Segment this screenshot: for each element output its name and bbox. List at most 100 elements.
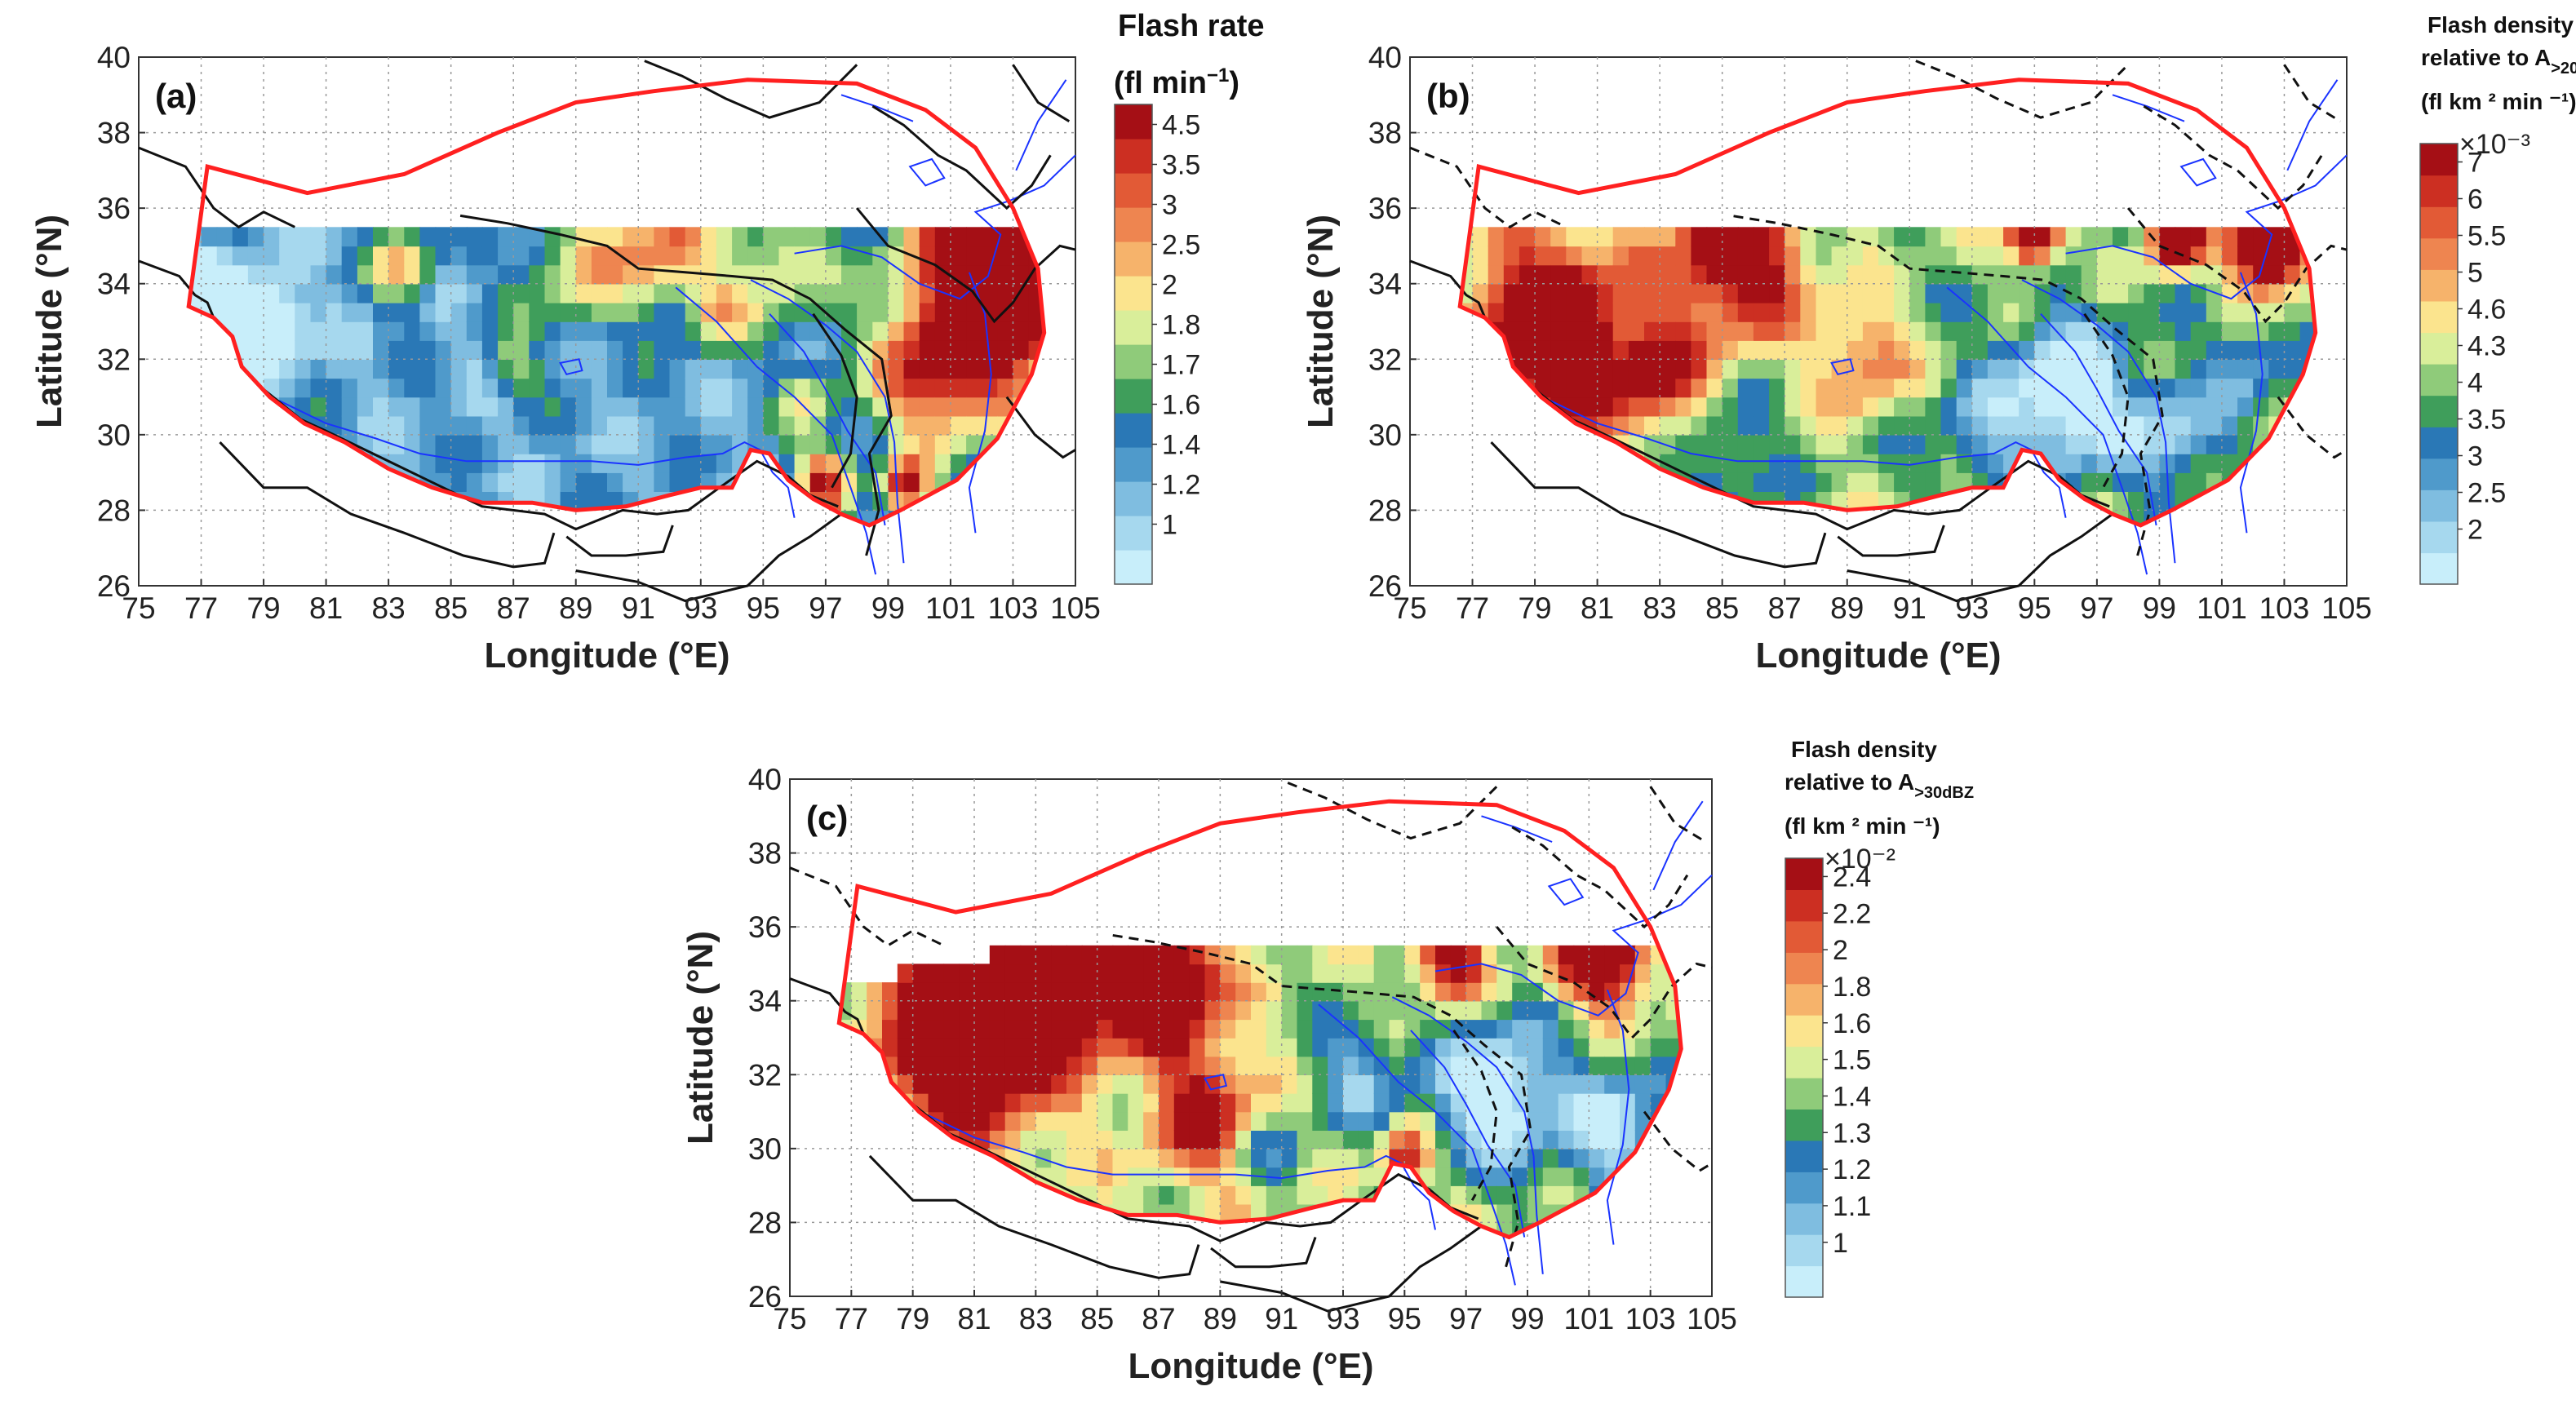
- colorbar-tick-label: 5.5: [2467, 221, 2506, 252]
- lon-tick-label: 89: [1830, 591, 1864, 625]
- lon-tick-label: 85: [434, 591, 468, 625]
- panel-b-colorbar: 2 2.5 3 3.5 4 4.3 4.6 5 5.5 6 7: [2419, 143, 2506, 585]
- panel-b-tick-labels: 75 77 79 81 83 85 87 89 91 93 95 97 99 101 103 105 26 28 3…: [1368, 41, 2372, 625]
- panel-a-boundaries: [138, 60, 1076, 603]
- panel-b-cb-title-line1: Flash density: [2427, 12, 2574, 38]
- lon-tick-label: 75: [122, 591, 155, 625]
- panel-b-boundaries: [1409, 60, 2348, 603]
- colorbar-tick-label: 1.2: [1162, 470, 1200, 501]
- lat-tick-label: 28: [97, 494, 131, 527]
- lon-tick-label: 79: [246, 591, 280, 625]
- colorbar-tick-label: 4.6: [2467, 295, 2506, 326]
- panel-c-tick-labels: 75 77 79 81 83 85 87 89 91 93 95 97 99 101 103 105 26 28 3…: [748, 763, 1737, 1335]
- colorbar-tick-label: 2: [2467, 515, 2483, 546]
- panel-c-x-axis-label: Longitude (°E): [1128, 1346, 1373, 1386]
- lat-tick-label: 34: [1368, 268, 1402, 301]
- lon-tick-label: 101: [925, 591, 976, 625]
- panel-a-tick-labels: 75 77 79 81 83 85 87 89 91 93 95 97 99 101 103 105 26 28 3…: [97, 41, 1101, 625]
- lon-tick-label: 89: [559, 591, 592, 625]
- lon-tick-label: 105: [1050, 591, 1101, 625]
- colorbar-tick-label: 1.8: [1162, 310, 1200, 341]
- lon-tick-label: 75: [773, 1302, 806, 1335]
- lon-tick-label: 87: [1142, 1302, 1175, 1335]
- lon-tick-label: 103: [1625, 1302, 1676, 1335]
- lon-tick-label: 99: [2143, 591, 2176, 625]
- lat-tick-label: 32: [97, 343, 131, 376]
- lat-tick-label: 34: [97, 268, 131, 301]
- lat-tick-label: 28: [748, 1206, 782, 1239]
- colorbar-tick-label: 1.6: [1162, 390, 1200, 421]
- lat-tick-label: 40: [1368, 41, 1402, 74]
- colorbar-tick-label: 3: [2467, 441, 2483, 472]
- lat-tick-label: 32: [748, 1058, 782, 1092]
- panel-a-rivers: [278, 79, 1076, 575]
- lon-tick-label: 87: [1768, 591, 1802, 625]
- colorbar-tick-label: 2.2: [1833, 898, 1871, 929]
- panel-b-x-axis-label: Longitude (°E): [1755, 636, 2001, 675]
- panel-a-flash-rate-map: 75 77 79 81 83 85 87 89 91 93 95 97 99 101 103 105 26 28 3…: [29, 9, 1265, 675]
- lon-tick-label: 77: [835, 1302, 868, 1335]
- lon-tick-label: 93: [684, 591, 717, 625]
- colorbar-tick-label: 3: [1162, 190, 1177, 221]
- lat-tick-label: 38: [97, 117, 131, 150]
- colorbar-tick-label: 2.5: [2467, 478, 2506, 509]
- colorbar-tick-label: 1: [1162, 510, 1177, 541]
- colorbar-tick-label: 1.2: [1833, 1154, 1871, 1185]
- panel-a-cb-title-line2: (fl min−1): [1114, 64, 1239, 100]
- colorbar-tick-label: 5: [2467, 258, 2483, 289]
- panel-a-colorbar-title: Flash rate (fl min−1): [1114, 9, 1265, 100]
- lon-tick-label: 85: [1705, 591, 1739, 625]
- lon-tick-label: 99: [1510, 1302, 1544, 1335]
- lon-tick-label: 77: [1456, 591, 1489, 625]
- lat-tick-label: 40: [748, 763, 782, 796]
- colorbar-tick-label: 1.3: [1833, 1118, 1871, 1149]
- lat-tick-label: 38: [748, 837, 782, 870]
- panel-b-region-outline: [1457, 78, 2318, 528]
- lon-tick-label: 83: [1019, 1302, 1053, 1335]
- panel-c-region-outline: [836, 799, 1683, 1240]
- lon-tick-label: 89: [1204, 1302, 1237, 1335]
- colorbar-tick-label: 1.6: [1833, 1008, 1871, 1039]
- lon-tick-label: 101: [2197, 591, 2247, 625]
- lon-tick-label: 97: [809, 591, 842, 625]
- colorbar-tick-label: 1.1: [1833, 1191, 1871, 1222]
- lon-tick-label: 81: [309, 591, 343, 625]
- colorbar-tick-label: 1.4: [1833, 1081, 1871, 1112]
- lon-tick-label: 99: [871, 591, 905, 625]
- lon-tick-label: 103: [988, 591, 1039, 625]
- panel-c-cb-title-line2: relative to A>30dBZ: [1785, 769, 1974, 802]
- lon-tick-label: 81: [957, 1302, 991, 1335]
- colorbar-tick-label: 3.5: [2467, 405, 2506, 436]
- panel-c-flash-density-30dbz-map: 75 77 79 81 83 85 87 89 91 93 95 97 99 101 103 105 26 28 3…: [681, 737, 1974, 1386]
- lon-tick-label: 79: [896, 1302, 929, 1335]
- panel-b-cb-title-line2: relative to A>20dBZ: [2421, 45, 2576, 78]
- lon-tick-label: 87: [497, 591, 530, 625]
- lat-tick-label: 36: [1368, 192, 1402, 225]
- lon-tick-label: 95: [747, 591, 780, 625]
- lat-tick-label: 30: [1368, 419, 1402, 452]
- lat-tick-label: 26: [97, 569, 131, 603]
- lon-tick-label: 75: [1393, 591, 1426, 625]
- colorbar-tick-label: 2: [1833, 935, 1848, 966]
- lon-tick-label: 83: [1643, 591, 1677, 625]
- colorbar-tick-label: 1.4: [1162, 430, 1200, 461]
- colorbar-tick-label: 2.4: [1833, 862, 1871, 893]
- panel-a-colorbar: 1 1.2 1.4 1.6 1.7 1.8 2 2.5 3 3.5 4.5: [1114, 104, 1200, 585]
- colorbar-tick-label: 7: [2467, 148, 2483, 179]
- colorbar-tick-label: 1.8: [1833, 972, 1871, 1003]
- colorbar-tick-label: 3.5: [1162, 150, 1200, 181]
- lat-tick-label: 30: [748, 1132, 782, 1166]
- panel-c-gridlines: [790, 779, 1712, 1296]
- lon-tick-label: 105: [2321, 591, 2372, 625]
- lon-tick-label: 93: [1326, 1302, 1359, 1335]
- panel-c-cb-title-line1: Flash density: [1791, 737, 1937, 762]
- colorbar-tick-label: 4.3: [2467, 331, 2506, 362]
- lat-tick-label: 36: [748, 910, 782, 944]
- lon-tick-label: 93: [1955, 591, 1989, 625]
- lon-tick-label: 95: [2018, 591, 2051, 625]
- lon-tick-label: 81: [1581, 591, 1614, 625]
- panel-c-cb-title-line3: (fl km ² min ⁻¹): [1785, 813, 1940, 839]
- lat-tick-label: 26: [1368, 569, 1402, 603]
- lon-tick-label: 79: [1518, 591, 1551, 625]
